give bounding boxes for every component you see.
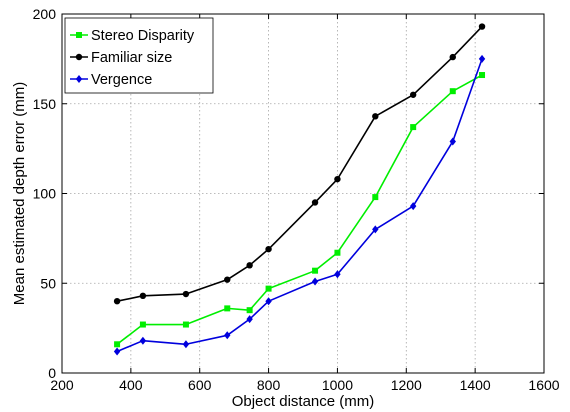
x-tick-label: 800 [257, 377, 281, 393]
legend-label: Stereo Disparity [91, 28, 195, 44]
vergence-line [116, 58, 483, 353]
legend-marker [76, 32, 82, 38]
grid [62, 14, 544, 373]
y-tick-label: 100 [33, 186, 57, 202]
y-tick-label: 50 [40, 275, 56, 291]
legend-item-vergence: Vergence [70, 72, 152, 88]
familiar-size-point [409, 91, 417, 98]
ticks: 200 400 600 800 1000 1200 1400 1600 0 50 100 150 200 [33, 6, 560, 393]
y-tick-label: 0 [48, 365, 56, 381]
familiar-size-point [265, 245, 272, 253]
familiar-size-point [372, 113, 379, 120]
vergence-point [182, 340, 190, 349]
familiar-size-point [224, 276, 231, 283]
familiar-size-point [182, 290, 190, 298]
familiar-size-point [478, 23, 486, 30]
y-tick-label: 150 [33, 96, 57, 112]
vergence-point [478, 54, 486, 63]
stereo-disparity-point [246, 307, 253, 314]
familiar-size-point [311, 199, 319, 206]
vergence-point [139, 336, 147, 345]
x-tick-label: 200 [50, 377, 74, 393]
series-stereo-disparity [114, 72, 486, 348]
vergence-point [224, 331, 231, 340]
series-group [113, 23, 486, 356]
legend-item-familiar-size: Familiar size [70, 50, 172, 66]
x-axis-label: Object distance (mm) [232, 393, 375, 410]
vergence-point [246, 315, 253, 324]
legend-label: Vergence [91, 72, 152, 88]
vergence-point [265, 297, 272, 306]
legend-marker [75, 53, 83, 61]
stereo-disparity-point [372, 194, 379, 201]
stereo-disparity-line [116, 74, 483, 345]
x-tick-label: 600 [188, 377, 212, 393]
stereo-disparity-point [114, 341, 121, 348]
vergence-point [334, 270, 341, 279]
x-tick-label: 400 [119, 377, 143, 393]
legend-label: Familiar size [91, 50, 172, 66]
vergence-point [409, 202, 417, 211]
familiar-size-line [116, 26, 483, 302]
stereo-disparity-point [312, 267, 319, 274]
x-tick-label: 1200 [391, 377, 422, 393]
y-tick-label: 200 [33, 6, 57, 22]
vergence-point [372, 225, 379, 234]
series-vergence [113, 54, 486, 356]
familiar-size-point [139, 292, 147, 300]
stereo-disparity-point [182, 321, 189, 328]
y-axis-label: Mean estimated depth error (mm) [11, 82, 28, 305]
familiar-size-point [334, 175, 341, 183]
familiar-size-point [113, 298, 121, 305]
stereo-disparity-point [449, 88, 456, 95]
vergence-point [449, 137, 456, 146]
legend-item-stereo-disparity: Stereo Disparity [70, 28, 195, 44]
stereo-disparity-point [410, 124, 417, 131]
x-tick-label: 1000 [322, 377, 353, 393]
legend-marker [75, 75, 83, 83]
familiar-size-point [449, 53, 456, 61]
stereo-disparity-point [139, 321, 146, 328]
series-familiar-size [113, 23, 486, 305]
x-tick-label: 1400 [460, 377, 491, 393]
x-tick-label: 1600 [528, 377, 559, 393]
familiar-size-point [246, 262, 253, 269]
stereo-disparity-point [479, 72, 486, 79]
stereo-disparity-point [334, 249, 341, 256]
vergence-point [311, 277, 319, 286]
legend-box [64, 17, 214, 94]
stereo-disparity-point [224, 305, 231, 312]
stereo-disparity-point [265, 285, 272, 292]
vergence-point [113, 347, 121, 356]
legend: Stereo Disparity Familiar size Vergence [64, 17, 214, 94]
